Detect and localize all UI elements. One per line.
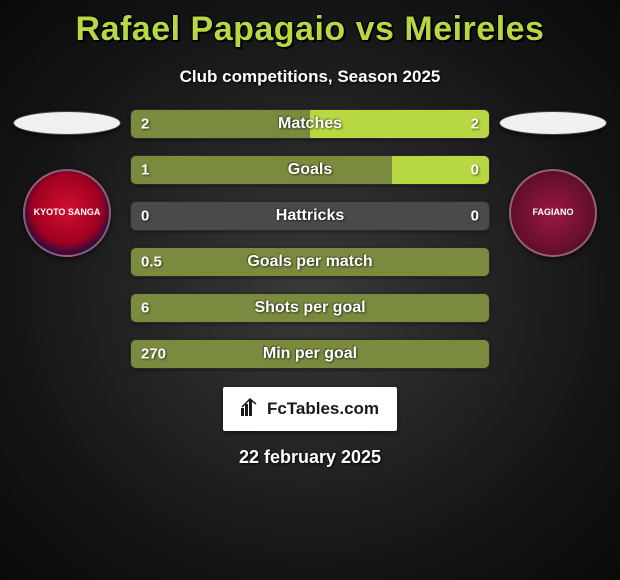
right-team-logo: FAGIANO [509,169,597,257]
stat-bar: Matches 2 2 [130,109,490,139]
brand-badge: FcTables.com [223,387,397,431]
left-team-logo: KYOTO SANGA [23,169,111,257]
page-title: Rafael Papagaio vs Meireles [0,0,620,49]
right-side: FAGIANO [498,109,608,257]
bar-right-value: 0 [471,208,479,225]
stat-bar: Min per goal 270 [130,339,490,369]
bar-left-segment [131,156,392,184]
stat-bars: Matches 2 2 Goals 1 0 Hattricks 0 0 Goals per mat… [130,109,490,369]
left-team-name: KYOTO SANGA [34,208,101,218]
bar-label: Goals per match [247,253,372,271]
chart-icon [241,398,261,421]
bar-label: Min per goal [263,345,357,363]
bar-right-value: 0 [471,162,479,179]
bar-label: Goals [288,161,332,179]
date-label: 22 february 2025 [0,447,620,468]
left-side: KYOTO SANGA [12,109,122,257]
bar-left-value: 2 [141,116,149,133]
bar-left-value: 270 [141,346,166,363]
stat-bar: Goals per match 0.5 [130,247,490,277]
right-team-name: FAGIANO [532,208,573,218]
stat-bar: Goals 1 0 [130,155,490,185]
stat-bar: Hattricks 0 0 [130,201,490,231]
bar-label: Hattricks [276,207,344,225]
bar-left-value: 6 [141,300,149,317]
bar-right-value: 2 [471,116,479,133]
subtitle: Club competitions, Season 2025 [0,67,620,87]
bar-label: Matches [278,115,342,133]
left-flag [13,111,121,135]
comparison-panel: KYOTO SANGA Matches22Goals10Hattricks00G… [0,109,620,369]
bar-left-value: 0.5 [141,254,162,271]
bar-left-value: 1 [141,162,149,179]
right-flag [499,111,607,135]
bar-left-value: 0 [141,208,149,225]
bar-label: Shots per goal [254,299,365,317]
stat-bar: Shots per goal 6 [130,293,490,323]
brand-text: FcTables.com [267,399,379,419]
